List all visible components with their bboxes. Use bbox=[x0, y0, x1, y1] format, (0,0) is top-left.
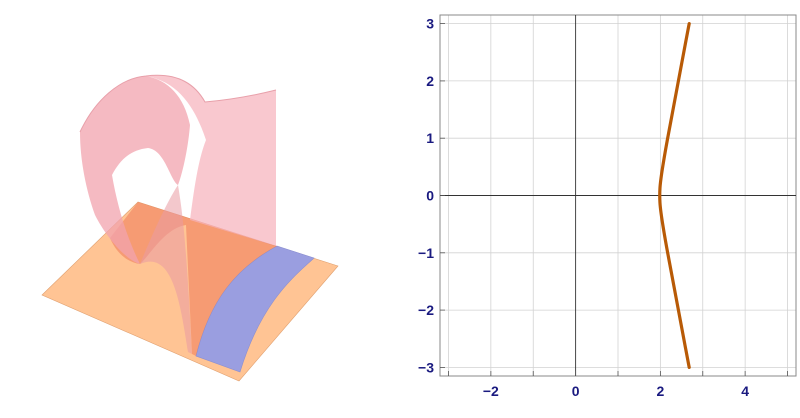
plane-band bbox=[195, 245, 315, 373]
x-tick-label: −2 bbox=[483, 383, 499, 399]
surface-flap bbox=[140, 185, 192, 354]
surface-plot-panel bbox=[41, 74, 339, 382]
curve-chart: −2 0 2 4 3 2 1 0 −1 −2 −3 bbox=[418, 14, 797, 399]
surface-3d-icon bbox=[41, 74, 339, 382]
surface-rim bbox=[79, 74, 277, 133]
y-tick-label: 0 bbox=[426, 188, 434, 204]
surface-front-sheet bbox=[80, 76, 190, 264]
x-tick-label: 2 bbox=[656, 383, 664, 399]
y-tick-label: 3 bbox=[426, 16, 434, 32]
x-tick-label: 4 bbox=[741, 383, 749, 399]
y-tick-label: 1 bbox=[426, 130, 434, 146]
y-tick-label: −1 bbox=[418, 245, 434, 261]
x-tick-label: 0 bbox=[572, 383, 580, 399]
y-tick-label: −3 bbox=[418, 359, 434, 375]
curve-plot-panel: −2 0 2 4 3 2 1 0 −1 −2 −3 bbox=[400, 0, 800, 418]
curve-series-line bbox=[658, 21, 691, 370]
surface-back-sheet bbox=[146, 75, 276, 247]
y-tick-label: 2 bbox=[426, 73, 434, 89]
y-tick-label: −2 bbox=[418, 302, 434, 318]
